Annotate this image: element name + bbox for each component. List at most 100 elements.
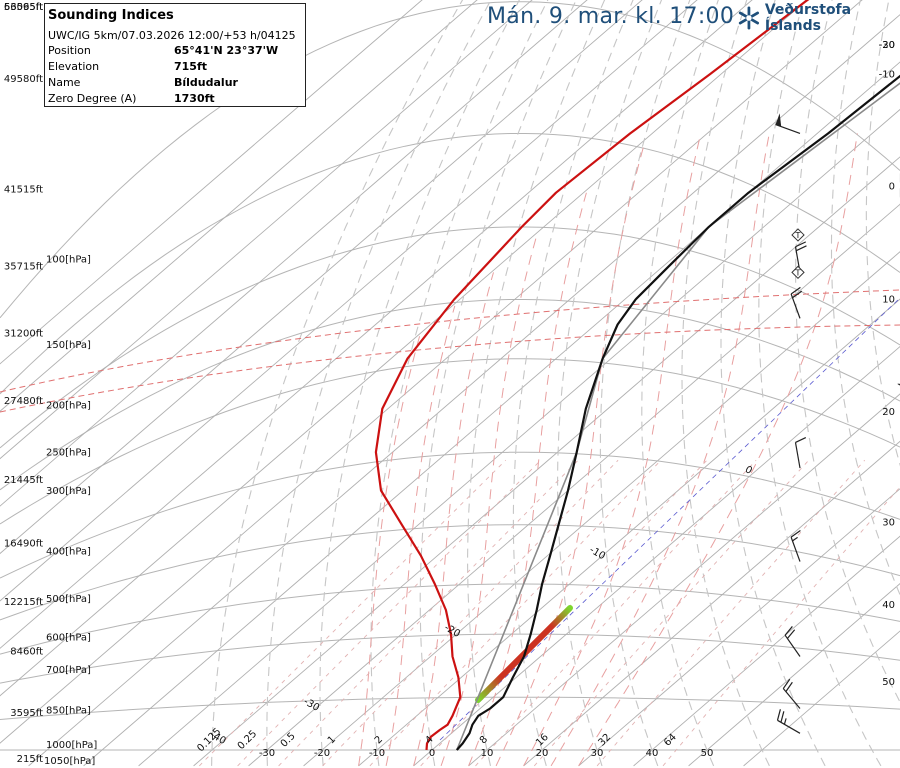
isobar-line <box>0 524 900 621</box>
dry-adiabat-line <box>681 0 770 767</box>
wind-barb-shaft <box>790 536 801 562</box>
pressure-label: 100[hPa] <box>46 254 91 265</box>
wind-barb-flag <box>780 711 785 723</box>
wind-barb <box>784 626 801 657</box>
right-temp-label: -20 <box>879 40 895 51</box>
isotherm-label: -20 <box>442 622 462 640</box>
pressure-label: 1000[hPa] <box>46 740 97 751</box>
tropopause-marker <box>791 228 805 242</box>
isotherm-line <box>0 0 478 412</box>
altitude-label: 8460ft <box>10 646 43 657</box>
dry-adiabat-line <box>266 0 492 766</box>
mixing-ratio-line <box>322 459 619 767</box>
wind-barb-flag <box>795 245 807 252</box>
isobar-line <box>0 1 900 319</box>
wind-barb-flag <box>776 709 781 721</box>
wind-barb-shaft <box>790 293 801 319</box>
pressure-label: 150[hPa] <box>46 340 91 351</box>
isobar-line <box>0 226 900 449</box>
wind-barb-flag <box>784 626 793 636</box>
isobar-line <box>0 358 900 525</box>
isotherm-line <box>248 203 900 767</box>
isotherm-line <box>28 14 900 767</box>
isotherm-line <box>523 440 900 767</box>
mixing-ratio-line <box>533 459 810 767</box>
moist-adiabat-line <box>578 133 858 767</box>
mixing-ratio-label: 4 <box>423 734 435 746</box>
wind-barb-shaft <box>775 123 801 134</box>
altitude-label: 27480ft <box>4 396 43 407</box>
moist-adiabat-line <box>550 133 770 767</box>
mixing-ratio-label: 16 <box>534 732 551 749</box>
info-label: Zero Degree (A) <box>48 92 137 105</box>
right-temp-label: 50 <box>882 677 895 688</box>
isotherm-label: 0 <box>743 464 754 477</box>
tropopause-line-lower <box>0 324 900 413</box>
isotherm-line <box>0 0 423 365</box>
altitude-label: 31200ft <box>4 328 43 339</box>
right-temp-label: -10 <box>879 69 895 80</box>
bottom-temp-label: 30 <box>591 748 604 759</box>
right-temp-label: 0 <box>889 182 895 193</box>
tropopause-marker-label: T <box>795 268 801 277</box>
pressure-label: 500[hPa] <box>46 594 91 605</box>
pressure-label: 600[hPa] <box>46 632 91 643</box>
isotherm-line <box>468 393 900 767</box>
isobar-line <box>0 633 900 684</box>
right-temp-label: 10 <box>882 295 895 306</box>
pressure-label: 1050[hPa] <box>44 756 95 767</box>
wind-barb <box>776 709 801 734</box>
temperature-line <box>455 74 900 751</box>
dry-adiabat-line <box>599 0 691 767</box>
info-row-zero-degree: Zero Degree (A) 1730ft <box>48 92 215 105</box>
altitude-label: 49580ft <box>4 74 43 85</box>
altitude-label: 63095ft <box>4 2 43 13</box>
bottom-temp-label: -20 <box>314 748 330 759</box>
isotherm-line <box>83 61 900 767</box>
right-temp-label: -30 <box>879 40 895 51</box>
wind-barb-half-flag <box>783 718 787 725</box>
wind-barb-pennant <box>775 113 782 127</box>
wind-barb-flag <box>790 286 801 295</box>
isotherm-line <box>0 0 643 555</box>
wind-barb <box>782 678 801 709</box>
info-value: 65°41'N 23°37'W <box>174 44 279 57</box>
isotherm-label: -30 <box>301 696 321 714</box>
dry-adiabat-line <box>795 0 900 704</box>
altitude-label: 35715ft <box>4 262 43 273</box>
wind-barb-flag <box>795 241 807 248</box>
mixing-ratio-label: 8 <box>478 734 490 746</box>
dry-adiabat-line <box>370 0 549 766</box>
info-row-name: Name Bíldudalur <box>48 76 238 89</box>
wind-barb-half-flag <box>792 536 798 542</box>
isobar-line <box>0 133 900 395</box>
parcel-line <box>456 82 900 751</box>
mixing-ratio-line <box>198 459 507 767</box>
moist-adiabat-line <box>385 305 456 766</box>
wind-barb-flag <box>795 437 807 443</box>
pressure-label: 300[hPa] <box>46 486 91 497</box>
wind-barb-shaft <box>777 719 801 734</box>
dry-adiabat-line <box>319 0 520 766</box>
mixing-ratio-line <box>596 459 866 767</box>
moist-adiabat-line <box>413 272 494 767</box>
moist-adiabat-line <box>523 133 702 767</box>
altitude-label: 3595ft <box>10 708 43 719</box>
dry-adiabat-line <box>830 0 900 597</box>
info-label: Name <box>48 76 81 89</box>
wind-barb <box>794 437 807 469</box>
bottom-temp-label: -30 <box>259 748 275 759</box>
isotherm-line <box>0 0 533 460</box>
altitude-label: 12215ft <box>4 597 43 608</box>
isotherm-line <box>303 251 900 767</box>
altitude-label: 56565ft <box>4 2 43 13</box>
chart-traces <box>374 0 900 751</box>
isotherm-line <box>413 345 900 767</box>
altitude-label: 21445ft <box>4 475 43 486</box>
moist-adiabat-line <box>468 192 587 767</box>
